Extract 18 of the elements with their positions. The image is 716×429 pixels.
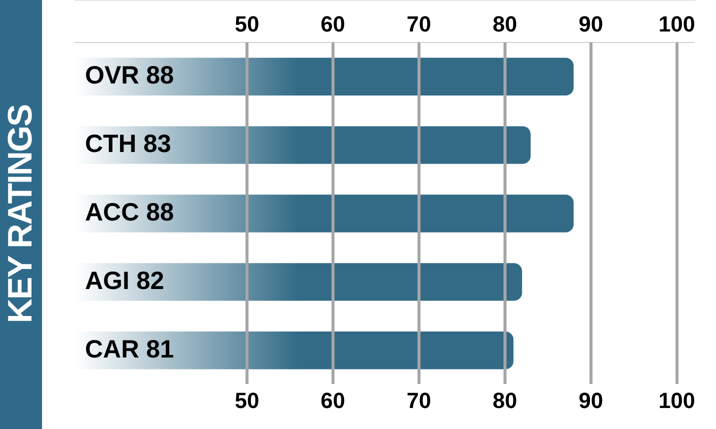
y-tick-label: OVR 88 — [85, 62, 174, 90]
x-tick-label: 60 — [320, 388, 346, 413]
x-tick-label: 90 — [578, 388, 604, 413]
y-tick-label: AGI 82 — [85, 266, 164, 295]
x2-tick-label: 60 — [320, 11, 346, 36]
x-tick-label: 80 — [492, 388, 518, 413]
x-tick-label: 50 — [234, 388, 260, 413]
x2-tick-label: 50 — [234, 11, 260, 36]
y-tick-label: CTH 83 — [85, 130, 172, 158]
y-tick-label: ACC 88 — [85, 198, 174, 226]
x2-tick-label: 100 — [658, 11, 696, 36]
x-tick-label: 100 — [658, 388, 696, 413]
x2-tick-label: 90 — [578, 11, 604, 36]
text: KEY RATINGS — [2, 104, 40, 324]
x2-tick-label: 80 — [492, 11, 518, 36]
x2-tick-label: 70 — [406, 11, 432, 36]
x-tick-label: 70 — [406, 388, 432, 413]
y-tick-label: CAR 81 — [85, 335, 174, 364]
